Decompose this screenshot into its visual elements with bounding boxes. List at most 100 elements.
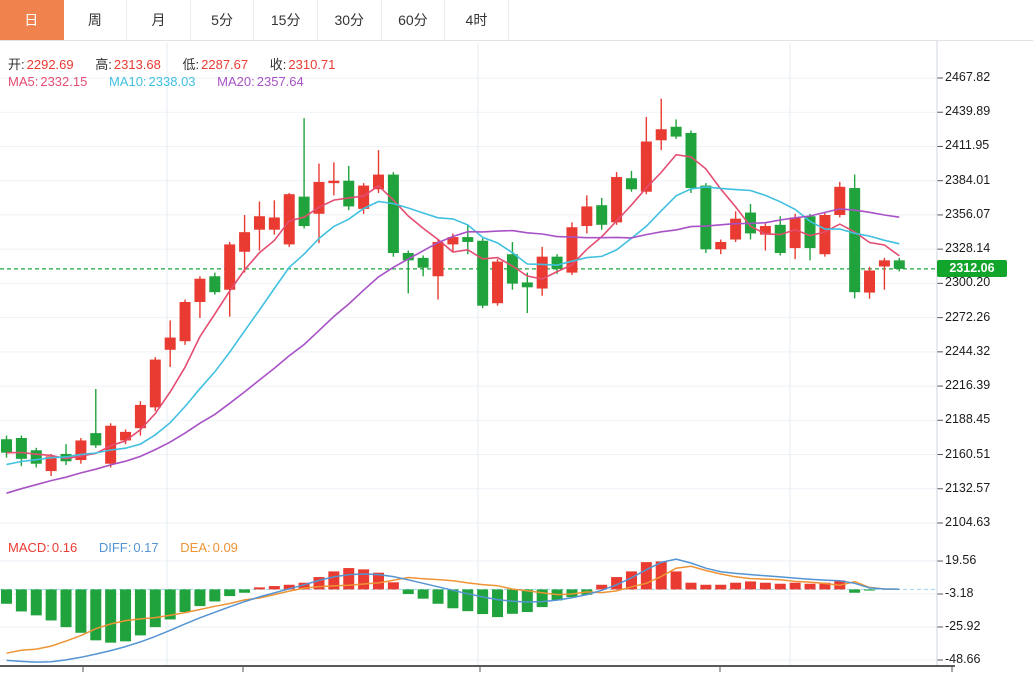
candle-body (492, 261, 504, 304)
tab-5min[interactable]: 5分 (190, 0, 255, 40)
low-value: 2287.67 (201, 57, 249, 72)
candle-body (462, 237, 474, 242)
price-axis-label: 2384.01 (945, 172, 991, 187)
macd-histogram-bar (730, 582, 742, 590)
candle-body (730, 218, 742, 240)
candle-body (700, 185, 712, 250)
candle-body (194, 278, 206, 303)
ma10-line (6, 186, 900, 466)
macd-histogram-bar (715, 584, 727, 590)
tab-week[interactable]: 周 (63, 0, 128, 40)
close-value: 2310.71 (288, 57, 336, 72)
diff-value: 0.17 (133, 540, 159, 555)
macd-histogram-bar (670, 571, 682, 590)
macd-histogram-bar (864, 589, 876, 591)
macd-histogram-bar (358, 569, 370, 590)
candle-body (343, 180, 355, 207)
macd-histogram-bar (194, 589, 206, 607)
macd-histogram-bar (164, 589, 176, 620)
candle-body (253, 216, 265, 230)
candle-body (878, 260, 890, 267)
macd-axis-label: 19.56 (945, 553, 977, 567)
macd-histogram-bar (611, 577, 623, 590)
candle-body (849, 188, 861, 293)
candle-body (774, 224, 786, 253)
tab-30min[interactable]: 30分 (317, 0, 382, 40)
macd-histogram-bar (373, 572, 384, 590)
candle-body (298, 196, 310, 227)
macd-histogram-bar (655, 561, 667, 590)
macd-histogram-bar (759, 582, 771, 590)
candle-body (120, 431, 132, 441)
tab-4hour[interactable]: 4时 (445, 0, 509, 40)
candle-body (551, 256, 563, 269)
candle-body (521, 282, 533, 288)
candle-body (432, 241, 444, 277)
macd-histogram-bar (521, 589, 533, 613)
tab-60min[interactable]: 60分 (381, 0, 446, 40)
candle-body (819, 215, 831, 255)
candle-body (506, 254, 518, 284)
price-axis-label: 2216.39 (945, 378, 991, 393)
ma5-label: MA5: (8, 74, 39, 89)
macd-value: 0.16 (51, 540, 78, 555)
candle-body (596, 205, 608, 225)
macd-histogram-bar (268, 586, 280, 590)
macd-histogram-bar (804, 583, 816, 590)
candle-body (1, 439, 12, 453)
candle-body (834, 186, 846, 216)
candle-body (373, 174, 384, 190)
ma10-label: MA10: (108, 74, 147, 89)
price-axis-label: 2132.57 (945, 480, 991, 495)
macd-histogram-bar (387, 582, 399, 590)
price-axis-label: 2411.95 (945, 138, 990, 153)
candle-body (402, 252, 414, 261)
candle-body (387, 174, 399, 253)
candle-body (358, 185, 370, 209)
macd-histogram-bar (447, 589, 459, 609)
candle-body (655, 129, 667, 141)
price-axis-label: 2328.14 (945, 241, 991, 256)
macd-histogram-bar (640, 562, 652, 590)
macd-label: MACD: (8, 540, 50, 555)
ma20-line (6, 208, 900, 494)
macd-histogram-bar (1, 589, 12, 604)
candle-body (581, 206, 593, 227)
candle-body (179, 302, 191, 342)
macd-histogram-bar (134, 589, 146, 636)
ohlc-header: 开: 2292.69 高: 2313.68 低: 2287.67 收: 2310.71 (8, 54, 337, 73)
macd-histogram-bar (477, 589, 489, 615)
ma-header: MA5: 2332.15 MA10: 2338.03 MA20: 2357.64 (8, 74, 306, 89)
macd-histogram-bar (774, 583, 786, 590)
macd-histogram-bar (45, 589, 57, 621)
high-value: 2313.68 (113, 57, 161, 72)
ma10-value: 2338.03 (148, 74, 196, 89)
candle-body (268, 217, 280, 230)
tab-day[interactable]: 日 (0, 0, 64, 40)
candle-body (75, 440, 87, 461)
tab-15min[interactable]: 15分 (254, 0, 318, 40)
candle-body (715, 241, 727, 250)
candle-body (759, 226, 771, 235)
candle-body (328, 180, 340, 184)
ma20-value: 2357.64 (256, 74, 304, 89)
macd-histogram-bar (209, 589, 221, 602)
candle-body (283, 194, 295, 245)
low-label: 低: (182, 57, 200, 72)
candle-body (864, 270, 876, 293)
macd-histogram-bar (179, 589, 191, 613)
price-axis-label: 2272.26 (945, 309, 991, 324)
macd-histogram-bar (700, 584, 712, 590)
macd-histogram-bar (224, 589, 236, 597)
price-axis-label: 2439.89 (945, 104, 991, 119)
macd-histogram-bar (536, 589, 548, 608)
macd-axis-label: -25.92 (945, 619, 981, 633)
open-label: 开: (8, 57, 25, 72)
macd-histogram-bar (625, 571, 637, 590)
ma5-value: 2332.15 (40, 74, 88, 89)
candle-body (149, 359, 161, 408)
candle-body (224, 244, 236, 290)
tab-month[interactable]: 月 (127, 0, 191, 40)
